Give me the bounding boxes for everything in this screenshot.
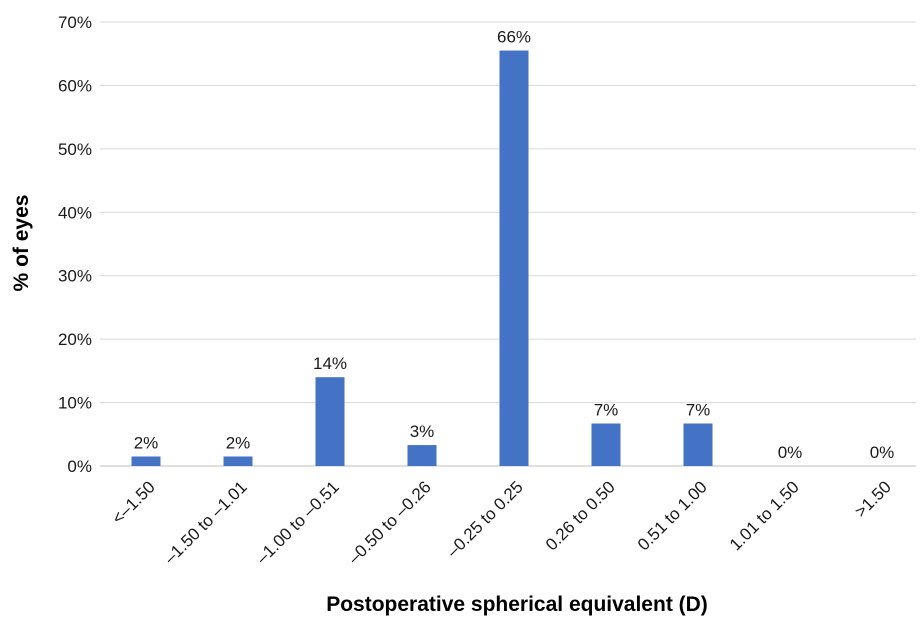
x-tick-label: –0.50 to –0.26 — [345, 477, 435, 567]
bar — [683, 423, 713, 466]
data-label: 3% — [410, 422, 435, 441]
x-axis-title: Postoperative spherical equivalent (D) — [326, 593, 708, 616]
x-tick-label: 0.51 to 1.00 — [634, 477, 711, 554]
data-label: 0% — [778, 443, 803, 462]
x-tick-label: –1.50 to –1.01 — [161, 477, 251, 567]
y-axis-title: % of eyes — [10, 195, 33, 292]
data-label: 7% — [594, 401, 619, 420]
bar — [223, 456, 253, 466]
data-label: 7% — [686, 401, 711, 420]
x-axis-ticks: <–1.50 –1.50 to –1.01 –1.00 to –0.51 –0.50 … — [108, 477, 895, 567]
bars — [131, 50, 713, 467]
y-axis-ticks: 0% 10% 20% 30% 40% 50% 60% 70% — [58, 13, 92, 476]
data-label: 66% — [497, 28, 531, 47]
y-tick-label: 0% — [67, 457, 92, 476]
bar — [315, 377, 345, 466]
y-tick-label: 70% — [58, 13, 92, 32]
y-tick-label: 30% — [58, 267, 92, 286]
bar — [407, 445, 437, 466]
x-tick-label: 0.26 to 0.50 — [542, 477, 619, 554]
bar — [499, 50, 529, 467]
x-tick-label: –0.25 to 0.25 — [443, 477, 527, 561]
y-tick-label: 40% — [58, 203, 92, 222]
bar — [591, 423, 621, 466]
y-tick-label: 50% — [58, 140, 92, 159]
bar — [131, 456, 161, 466]
data-label: 2% — [226, 433, 251, 452]
x-tick-label: –1.00 to –0.51 — [253, 477, 343, 567]
data-label: 14% — [313, 354, 347, 373]
y-tick-label: 10% — [58, 394, 92, 413]
data-label: 2% — [134, 433, 159, 452]
x-tick-label: <–1.50 — [108, 477, 159, 528]
y-tick-label: 60% — [58, 76, 92, 95]
data-labels: 2% 2% 14% 3% 66% 7% 7% 0% 0% — [134, 28, 895, 462]
x-tick-label: 1.01 to 1.50 — [726, 477, 803, 554]
x-tick-label: >1.50 — [851, 477, 895, 521]
y-tick-label: 20% — [58, 330, 92, 349]
data-label: 0% — [870, 443, 895, 462]
